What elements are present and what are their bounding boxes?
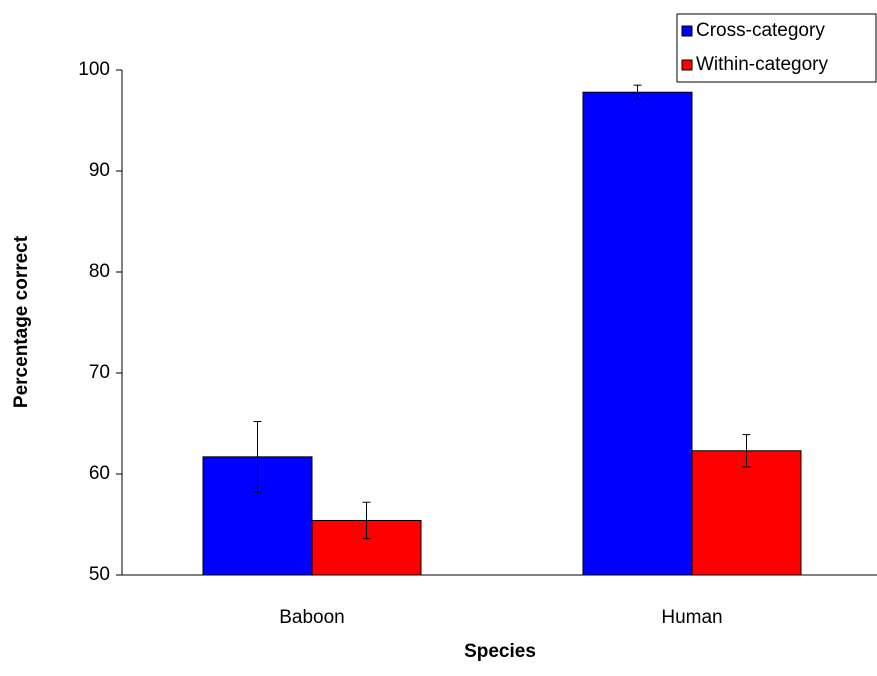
error-bar — [253, 420, 262, 493]
x-axis-label: Species — [464, 641, 536, 662]
error-bar — [742, 434, 751, 468]
x-tick-label: Baboon — [279, 607, 345, 628]
legend-swatch — [681, 59, 693, 71]
y-tick-label: 80 — [89, 261, 110, 282]
error-bar — [633, 84, 642, 100]
y-tick-label: 60 — [89, 463, 110, 484]
y-tick-label: 50 — [89, 564, 110, 585]
x-tick-label: Human — [661, 607, 722, 628]
legend-swatch — [681, 25, 693, 37]
bar — [582, 91, 693, 576]
error-bar — [362, 501, 371, 540]
legend-label: Cross-category — [696, 20, 825, 41]
legend-label: Within-category — [696, 54, 828, 75]
y-tick-label: 100 — [78, 59, 110, 80]
y-tick-label: 70 — [89, 362, 110, 383]
y-axis-label: Percentage correct — [11, 235, 32, 408]
bar — [691, 450, 802, 576]
y-tick-label: 90 — [89, 160, 110, 181]
legend-box — [676, 13, 877, 83]
